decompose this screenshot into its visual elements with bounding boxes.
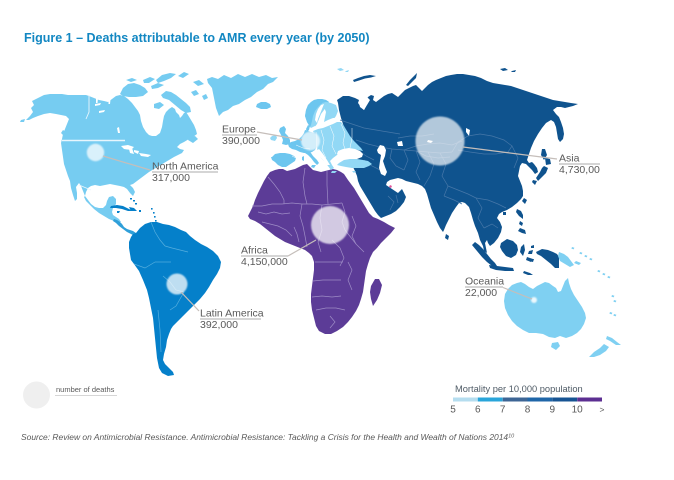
svg-text:Europe: Europe (222, 124, 256, 136)
svg-text:22,000: 22,000 (465, 287, 497, 299)
svg-text:10: 10 (572, 405, 584, 416)
svg-text:North America: North America (152, 161, 219, 173)
svg-text:Latin America: Latin America (200, 308, 264, 320)
svg-text:6: 6 (475, 405, 481, 416)
svg-text:Africa: Africa (241, 245, 268, 257)
svg-text:Asia: Asia (559, 153, 580, 165)
svg-text:317,000: 317,000 (152, 172, 190, 184)
svg-text:5: 5 (450, 405, 456, 416)
svg-text:Oceania: Oceania (465, 276, 504, 288)
svg-text:number of deaths: number of deaths (56, 385, 115, 394)
svg-text:9: 9 (550, 405, 556, 416)
svg-text:392,000: 392,000 (200, 319, 238, 331)
svg-text:4,730,00: 4,730,00 (559, 164, 600, 176)
svg-text:Figure 1 – Deaths attributable: Figure 1 – Deaths attributable to AMR ev… (24, 31, 369, 45)
svg-text:7: 7 (500, 405, 506, 416)
svg-text:8: 8 (525, 405, 531, 416)
svg-text:390,000: 390,000 (222, 135, 260, 147)
svg-text:>: > (600, 405, 605, 415)
svg-text:Mortality per 10,000 populatio: Mortality per 10,000 population (455, 384, 583, 394)
svg-text:4,150,000: 4,150,000 (241, 256, 288, 268)
svg-text:Source: Review on Antimicrobia: Source: Review on Antimicrobial Resistan… (21, 432, 515, 442)
